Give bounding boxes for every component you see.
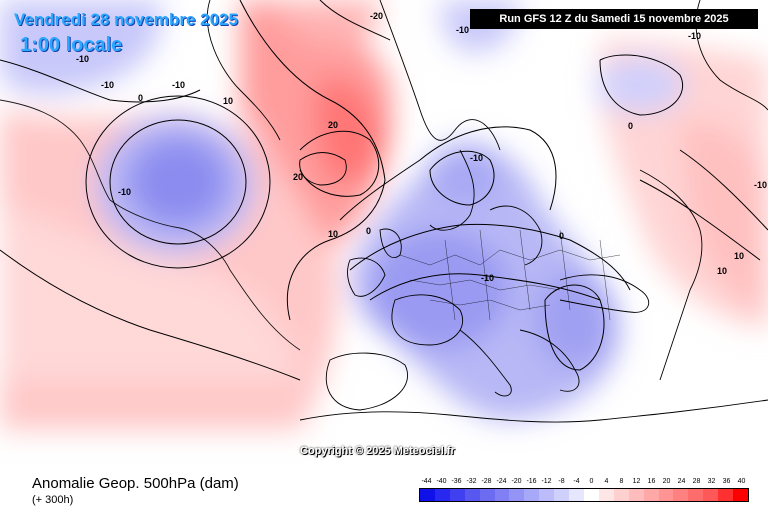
color-scale-labels: -44 -40 -36 -32 -28 -24 -20 -16 -12 -8 -4 0 4 8 12 16 20… bbox=[415, 478, 751, 488]
scale-tick-label: -24 bbox=[496, 478, 507, 485]
scale-tick-label: 28 bbox=[692, 478, 701, 485]
scale-swatch bbox=[479, 489, 495, 501]
scale-tick-label: -4 bbox=[573, 478, 580, 485]
contour-label: 20 bbox=[328, 120, 338, 130]
scale-tick-label: 12 bbox=[632, 478, 641, 485]
coastlines bbox=[0, 0, 768, 423]
contour-label: 10 bbox=[223, 96, 233, 106]
contour-label: -10 bbox=[481, 273, 494, 283]
color-scale-bar bbox=[419, 488, 749, 502]
copyright: Copyright © 2025 Meteociel.fr bbox=[300, 445, 455, 457]
run-info: Run GFS 12 Z du Samedi 15 novembre 2025 bbox=[470, 9, 758, 29]
scale-swatch bbox=[434, 489, 450, 501]
scale-swatch bbox=[583, 489, 599, 501]
scale-swatch bbox=[688, 489, 704, 501]
valid-date: Vendredi 28 novembre 2025 bbox=[14, 10, 238, 29]
contour-labels: -10 -10 -10 -10 0 10 -10 -20 20 20 10 0 … bbox=[76, 11, 767, 283]
contour-label: -10 bbox=[76, 54, 89, 64]
contour-label: -10 bbox=[456, 25, 469, 35]
scale-tick-label: -44 bbox=[421, 478, 432, 485]
scale-tick-label: -20 bbox=[511, 478, 522, 485]
scale-tick-label: 4 bbox=[604, 478, 609, 485]
contour-label: 0 bbox=[138, 93, 143, 103]
scale-swatch bbox=[509, 489, 525, 501]
contour-label: -20 bbox=[370, 11, 383, 21]
scale-swatch bbox=[569, 489, 584, 501]
scale-tick-label: 36 bbox=[722, 478, 731, 485]
scale-tick-label: -36 bbox=[451, 478, 462, 485]
contour-label: 20 bbox=[293, 172, 303, 182]
anomaly-map: -10 -10 -10 -10 0 10 -10 -20 20 20 10 0 … bbox=[0, 0, 768, 430]
scale-tick-label: 24 bbox=[677, 478, 686, 485]
contour-label: 10 bbox=[717, 266, 727, 276]
scale-swatch bbox=[643, 489, 659, 501]
scale-swatch bbox=[733, 489, 748, 501]
country-borders bbox=[399, 229, 621, 321]
contour-label: -10 bbox=[118, 187, 131, 197]
contour-label: 0 bbox=[559, 231, 564, 241]
scale-swatch bbox=[673, 489, 689, 501]
scale-swatch bbox=[449, 489, 465, 501]
geopotential-contours bbox=[0, 0, 768, 381]
scale-swatch bbox=[613, 489, 629, 501]
scale-tick-label: 32 bbox=[707, 478, 716, 485]
scale-tick-label: -40 bbox=[436, 478, 447, 485]
scale-swatch bbox=[464, 489, 480, 501]
scale-tick-label: 8 bbox=[619, 478, 624, 485]
valid-hour: 1:00 locale bbox=[20, 34, 123, 56]
contour-label: -10 bbox=[688, 31, 701, 41]
scale-tick-label: -28 bbox=[481, 478, 492, 485]
scale-swatch bbox=[539, 489, 555, 501]
scale-tick-label: 16 bbox=[647, 478, 656, 485]
scale-swatch bbox=[703, 489, 719, 501]
map-title: Anomalie Geop. 500hPa (dam) bbox=[32, 475, 239, 492]
contour-label: -10 bbox=[470, 153, 483, 163]
scale-swatch bbox=[598, 489, 614, 501]
contour-label: -10 bbox=[754, 180, 767, 190]
scale-swatch bbox=[524, 489, 540, 501]
contour-label: -10 bbox=[101, 80, 114, 90]
scale-swatch bbox=[628, 489, 644, 501]
scale-swatch bbox=[420, 489, 435, 501]
scale-tick-label: -32 bbox=[466, 478, 477, 485]
scale-tick-label: -16 bbox=[526, 478, 537, 485]
scale-tick-label: -8 bbox=[558, 478, 565, 485]
scale-tick-label: -12 bbox=[541, 478, 552, 485]
lead-time: (+ 300h) bbox=[32, 494, 74, 506]
footer: Anomalie Geop. 500hPa (dam) (+ 300h) -44… bbox=[0, 470, 768, 512]
contour-label: 10 bbox=[328, 229, 338, 239]
scale-swatch bbox=[494, 489, 510, 501]
scale-swatch bbox=[718, 489, 734, 501]
contour-label: -10 bbox=[172, 80, 185, 90]
scale-tick-label: 0 bbox=[589, 478, 594, 485]
scale-swatch bbox=[554, 489, 570, 501]
scale-tick-label: 40 bbox=[737, 478, 746, 485]
anomaly-shading bbox=[0, 0, 768, 430]
contour-label: 0 bbox=[366, 226, 371, 236]
scale-tick-label: 20 bbox=[662, 478, 671, 485]
contour-label: 0 bbox=[628, 121, 633, 131]
contour-label: 10 bbox=[734, 251, 744, 261]
scale-swatch bbox=[658, 489, 674, 501]
